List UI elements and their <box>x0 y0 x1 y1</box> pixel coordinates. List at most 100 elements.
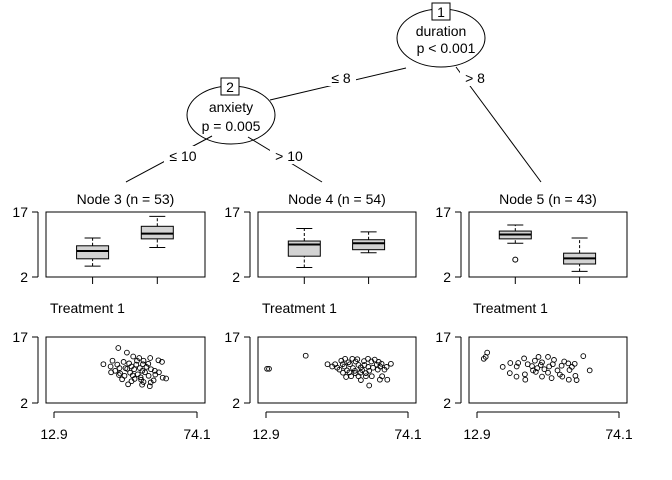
y-tick-label: 17 <box>224 329 240 345</box>
scatter-point <box>140 357 147 364</box>
panel-title-node-4: Node 4 (n = 54) <box>288 191 386 207</box>
scatter-point <box>539 373 545 380</box>
scatter-point <box>482 354 489 360</box>
inner-node-2: 2 anxiety p = 0.005 <box>186 77 276 145</box>
y-tick-label: 17 <box>12 204 28 220</box>
x-tick-label: 74.1 <box>183 426 210 442</box>
scatter-point <box>559 373 566 380</box>
scatter-frame <box>45 336 206 404</box>
y-tick-label: 17 <box>12 329 28 345</box>
x-tick-label: 74.1 <box>394 426 421 442</box>
scatter-point <box>374 366 381 373</box>
scatter-point <box>571 360 578 367</box>
scatter-point <box>522 371 528 378</box>
box-iqr <box>76 245 110 260</box>
scatter-point <box>140 379 147 385</box>
box-1 <box>76 237 110 267</box>
boxplot-node-4: Node 4 (n = 54) 17 2 Treatment 1 <box>224 191 417 316</box>
scatter-point <box>384 376 391 383</box>
scatter-point <box>147 379 154 386</box>
x-tick-label: 12.9 <box>252 426 279 442</box>
edge-label-1-5: > 8 <box>465 70 485 86</box>
scatter-point <box>566 367 573 373</box>
scatter-point <box>302 352 309 359</box>
scatter-point <box>109 357 116 364</box>
scatter-point <box>108 369 114 376</box>
scatter-point <box>343 374 349 380</box>
scatter-point <box>114 361 121 368</box>
box-2 <box>563 237 597 272</box>
scatter-point <box>545 354 551 360</box>
scatter-point <box>573 377 580 383</box>
scatter-point <box>379 373 385 380</box>
scatter-point <box>142 369 148 376</box>
scatter-point <box>499 364 506 370</box>
y-tick-label: 2 <box>443 395 451 411</box>
edge-label-1-2: ≤ 8 <box>331 70 351 86</box>
scatter-point <box>134 357 140 364</box>
scatter-node-3: 17 2 12.9 74.1 <box>12 329 210 442</box>
edge-1-5 <box>455 66 542 183</box>
y-tick-label: 17 <box>435 204 451 220</box>
scatter-point <box>100 361 107 368</box>
scatter-point <box>338 357 345 364</box>
boxplot-node-5: Node 5 (n = 43) 17 2 Treatment 1 <box>435 191 628 316</box>
scatter-point <box>565 360 572 367</box>
scatter-point <box>266 365 272 372</box>
scatter-point <box>145 372 152 379</box>
y-tick-label: 2 <box>20 395 28 411</box>
panel-title-node-3: Node 3 (n = 53) <box>77 191 175 207</box>
scatter-point <box>522 376 529 383</box>
scatter-point <box>480 355 487 362</box>
scatter-point <box>554 367 561 374</box>
node-2-variable: anxiety <box>209 99 253 115</box>
box-iqr <box>352 239 386 251</box>
panel-xlabel: Treatment 1 <box>50 300 125 316</box>
scatter-point <box>140 361 146 368</box>
scatter-point <box>532 369 539 375</box>
scatter-point <box>361 358 367 364</box>
scatter-point <box>120 359 127 365</box>
scatter-point <box>137 374 144 381</box>
scatter-point <box>347 361 353 368</box>
y-tick-label: 2 <box>20 269 28 285</box>
scatter-point <box>116 372 122 378</box>
panel-xlabel: Treatment 1 <box>262 300 337 316</box>
scatter-node-4: 17 2 12.9 74.1 <box>224 329 421 442</box>
scatter-point <box>155 357 162 364</box>
scatter-point <box>363 370 369 376</box>
boxplot-node-3: Node 3 (n = 53) 17 2 Treatment 1 <box>12 191 206 316</box>
scatter-point <box>506 370 513 376</box>
scatter-point <box>329 363 336 370</box>
scatter-point <box>163 375 169 382</box>
scatter-point <box>535 354 542 360</box>
scatter-point <box>530 367 536 374</box>
node-1-p-value: p < 0.001 <box>417 40 476 56</box>
inner-node-1: 1 duration p < 0.001 <box>396 2 486 68</box>
node-2-p-value: p = 0.005 <box>202 118 261 134</box>
scatter-point <box>368 358 375 365</box>
scatter-point <box>119 376 125 383</box>
y-tick-label: 17 <box>435 329 451 345</box>
scatter-frame <box>257 336 417 404</box>
y-tick-label: 2 <box>232 395 240 411</box>
scatter-point <box>340 369 346 376</box>
scatter-point <box>139 381 145 388</box>
scatter-node-5: 17 2 12.9 74.1 <box>435 329 632 442</box>
boxplot-frame <box>45 211 206 278</box>
box-iqr <box>287 240 321 257</box>
scatter-point <box>565 376 572 383</box>
scatter-point <box>125 381 131 388</box>
scatter-point <box>124 349 130 356</box>
box-iqr <box>140 225 174 240</box>
scatter-point <box>586 367 593 374</box>
boxplot-frame <box>468 211 628 278</box>
scatter-point <box>381 366 388 373</box>
scatter-point <box>580 353 587 359</box>
scatter-point <box>131 366 137 373</box>
y-tick-label: 2 <box>443 269 451 285</box>
scatter-point <box>548 375 555 381</box>
scatter-point <box>130 353 137 360</box>
scatter-point <box>370 364 376 371</box>
scatter-point <box>124 365 131 372</box>
